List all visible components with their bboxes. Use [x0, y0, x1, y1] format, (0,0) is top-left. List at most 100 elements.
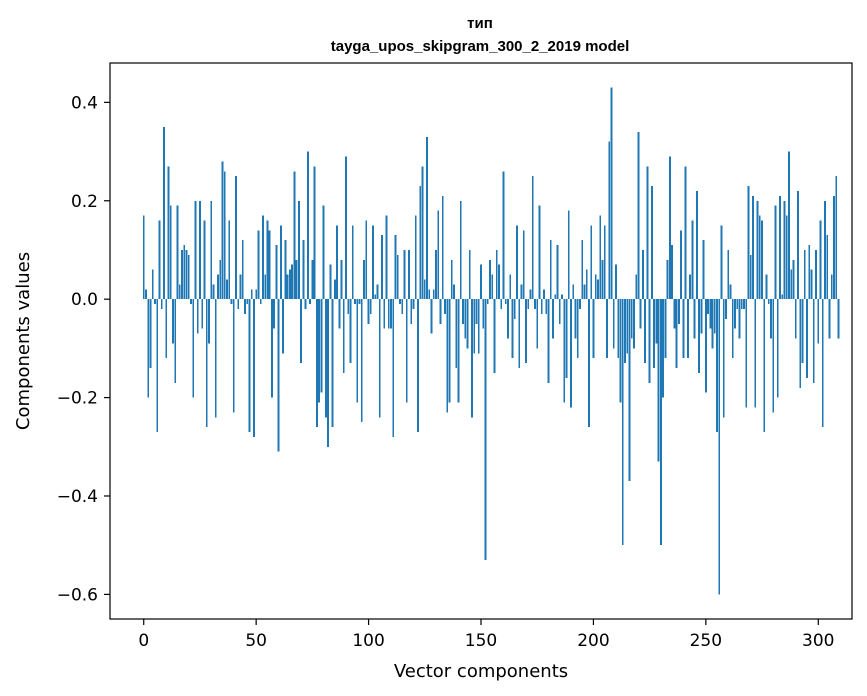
bar-39	[230, 299, 233, 305]
bar-22	[192, 299, 195, 398]
axes-frame	[109, 62, 853, 620]
bar-60	[277, 299, 280, 452]
bar-256	[718, 299, 721, 595]
bar-50	[255, 289, 258, 300]
bar-38	[228, 220, 231, 300]
bar-298	[812, 299, 815, 383]
bar-98	[363, 259, 365, 300]
bar-230	[659, 299, 662, 546]
bar-195	[581, 240, 584, 300]
bar-247	[698, 299, 700, 373]
bar-75	[311, 259, 314, 300]
bar-168	[520, 284, 523, 300]
bar-124	[421, 166, 424, 300]
bar-54	[264, 274, 267, 300]
bar-105	[378, 299, 381, 418]
bar-158	[498, 264, 500, 300]
bar-94	[354, 299, 356, 305]
bar-71	[302, 240, 305, 300]
bar-258	[722, 299, 725, 418]
bar-271	[752, 195, 754, 300]
bar-47	[248, 299, 251, 433]
bar-308	[835, 176, 838, 300]
bar-125	[423, 279, 426, 300]
bar-41	[235, 176, 237, 300]
bar-33	[217, 274, 219, 300]
bar-288	[790, 269, 793, 300]
bar-57	[270, 299, 273, 398]
bar-234	[668, 156, 671, 300]
bar-118	[408, 249, 410, 300]
bar-290	[794, 299, 797, 339]
bar-0	[142, 215, 145, 300]
bar-147	[473, 299, 476, 354]
bar-199	[590, 225, 593, 300]
bar-208	[610, 87, 613, 300]
bar-277	[765, 274, 768, 300]
bar-268	[745, 299, 748, 408]
bar-137	[450, 259, 453, 300]
bar-148	[475, 299, 478, 324]
bar-138	[453, 284, 455, 300]
bar-37	[226, 279, 228, 300]
bar-236	[673, 299, 676, 329]
bar-55	[266, 220, 269, 300]
x-tick-label: 100	[352, 631, 384, 651]
bar-43	[239, 274, 242, 300]
bar-194	[579, 299, 581, 310]
bar-36	[223, 171, 226, 300]
bar-177	[540, 299, 543, 314]
bar-265	[738, 299, 741, 339]
bar-213	[621, 299, 624, 546]
bar-76	[313, 166, 316, 300]
bar-261	[729, 284, 732, 300]
bar-159	[500, 299, 503, 310]
bar-156	[493, 299, 496, 373]
bar-166	[516, 225, 518, 300]
bar-117	[405, 299, 408, 403]
bar-196	[583, 284, 586, 300]
bar-240	[682, 299, 685, 359]
bar-26	[201, 299, 204, 329]
bar-67	[293, 171, 296, 300]
bar-301	[819, 220, 822, 300]
bar-13	[172, 299, 174, 344]
bar-74	[309, 299, 312, 305]
bar-189	[567, 210, 570, 300]
bar-2	[147, 299, 150, 398]
bar-172	[529, 289, 532, 300]
bar-35	[221, 161, 224, 300]
bar-126	[426, 136, 428, 300]
bar-69	[297, 200, 300, 300]
bar-279	[770, 299, 772, 339]
bar-281	[774, 205, 777, 300]
bar-103	[374, 294, 377, 300]
bar-218	[633, 299, 635, 349]
bar-296	[808, 245, 811, 300]
bar-286	[785, 215, 788, 300]
bar-216	[628, 299, 631, 482]
bar-140	[457, 299, 460, 403]
bar-20	[187, 254, 190, 300]
bar-169	[522, 230, 525, 300]
y-tick-label: −0.2	[57, 389, 98, 409]
x-tick-label: 300	[802, 631, 834, 651]
bar-7	[158, 220, 161, 300]
bar-264	[736, 299, 739, 310]
bar-182	[552, 299, 554, 339]
bar-176	[538, 205, 541, 300]
bar-151	[482, 299, 485, 329]
bar-260	[727, 249, 730, 300]
x-axis-ticks: 0 50 100 150 200 250 300	[138, 619, 834, 651]
bar-171	[527, 299, 530, 310]
bar-110	[390, 299, 392, 329]
bar-113	[396, 254, 399, 300]
bar-73	[306, 151, 309, 300]
bar-12	[169, 205, 172, 300]
bar-85	[333, 279, 336, 300]
bar-42	[237, 299, 240, 310]
bar-304	[826, 235, 829, 300]
x-axis-label: Vector components	[394, 661, 568, 682]
bar-120	[412, 299, 415, 310]
